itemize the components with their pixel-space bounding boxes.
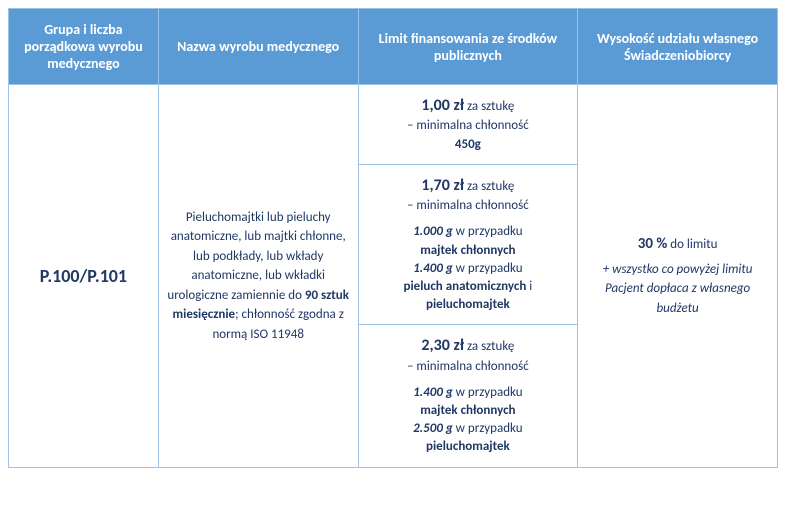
price-3: 2,30 zł [421,336,464,355]
share-percent: 30 % [638,235,668,253]
l3-line3-n: w przypadku [453,421,523,436]
header-row: Grupa i liczba porządkowa wyrobu medyczn… [9,9,778,85]
l3-line4-b: pieluchomajtek [426,439,510,454]
limit-cell-1: 1,00 zł za sztukę – minimalna chłonność … [358,85,578,165]
l2-line1-n: w przypadku [453,224,523,239]
min-label-1: – minimalna chłonność [367,117,570,135]
product-desc-cell: Pieluchomajtki lub pieluchy anatomiczne,… [158,85,358,468]
share-note: + wszystko co powyżej limitu Pacjent dop… [586,260,769,319]
per-2: za sztukę [464,179,514,194]
l2-line1-bi: 1.000 g [413,224,453,239]
per-1: za sztukę [464,99,514,114]
group-code-cell: P.100/P.101 [9,85,159,468]
per-3: za sztukę [464,339,514,354]
min-label-2: – minimalna chłonność [367,197,570,215]
limit-cell-3: 2,30 zł za sztukę – minimalna chłonność … [358,325,578,467]
l2-line2-b: majtek chłonnych [420,243,515,258]
price-1: 1,00 zł [421,96,464,115]
l2-line3-n: w przypadku [453,261,523,276]
limit1-line1-bold: 450g [455,137,481,152]
l2-line4-b1: pieluch anatomicznych [403,279,526,294]
limit-cell-2: 1,70 zł za sztukę – minimalna chłonność … [358,164,578,325]
group-code: P.100/P.101 [40,265,127,287]
l3-line1-n: w przypadku [453,385,523,400]
table-row: P.100/P.101 Pieluchomajtki lub pieluchy … [9,85,778,165]
l3-line3-bi: 2.500 g [413,421,453,436]
l3-line2-b: majtek chłonnych [420,403,515,418]
l2-line3-bi: 1.400 g [413,261,453,276]
header-share: Wysokość udziału własnego Świadczeniobio… [578,9,778,85]
header-group: Grupa i liczba porządkowa wyrobu medyczn… [9,9,159,85]
header-limit: Limit finansowania ze środków publicznyc… [358,9,578,85]
min-label-3: – minimalna chłonność [367,358,570,376]
price-2: 1,70 zł [421,176,464,195]
financing-table: Grupa i liczba porządkowa wyrobu medyczn… [8,8,778,468]
l2-line5-b: pieluchomajtek [426,297,510,312]
l2-line4-mid: i [526,279,532,294]
share-cell: 30 % do limitu + wszystko co powyżej lim… [578,85,778,468]
l3-line1-bi: 1.400 g [413,385,453,400]
header-product: Nazwa wyrobu medycznego [158,9,358,85]
share-to-limit: do limitu [667,237,717,252]
